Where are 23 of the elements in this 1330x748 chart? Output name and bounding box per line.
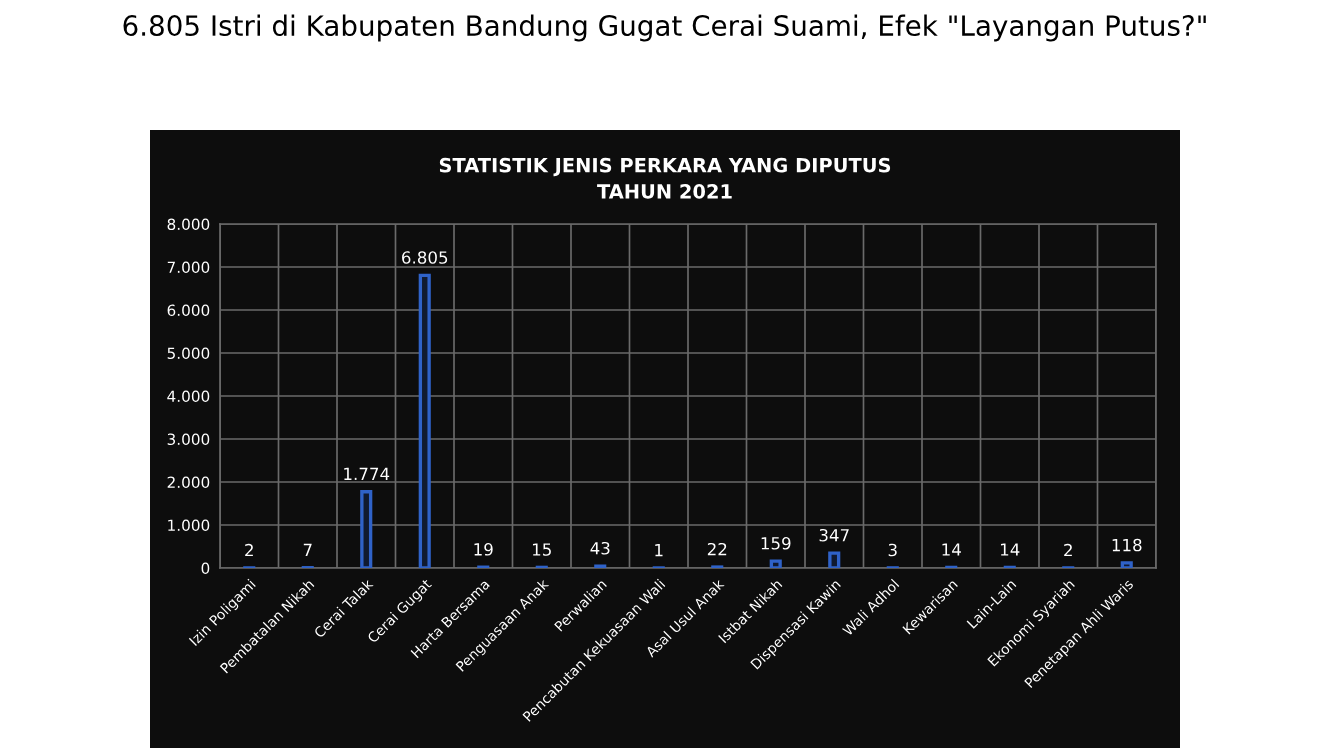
data-label: 19 — [474, 543, 493, 556]
data-label: 347 — [819, 528, 849, 542]
chart-title: STATISTIK JENIS PERKARA YANG DIPUTUS TAHUN 2021 — [439, 157, 891, 199]
bar — [769, 559, 782, 568]
data-label: 3 — [888, 543, 897, 557]
data-label: 22 — [707, 542, 727, 556]
bar — [1120, 561, 1133, 568]
data-label: 14 — [942, 543, 961, 556]
data-label: 1 — [655, 544, 663, 557]
bar — [418, 273, 431, 568]
data-label: 159 — [761, 536, 791, 550]
bar — [828, 551, 841, 568]
data-label: 15 — [532, 543, 551, 556]
data-label: 6.805 — [402, 251, 448, 264]
data-label: 2 — [245, 543, 253, 557]
bar — [360, 490, 373, 568]
data-label: 118 — [1112, 538, 1142, 552]
data-label: 7 — [303, 543, 312, 556]
data-label: 1.774 — [344, 467, 390, 480]
data-label: 43 — [590, 541, 610, 555]
data-label: 14 — [1000, 543, 1020, 556]
chart-subtitle: 6.805 Istri di Kabupaten Bandung Gugat Cerai Suami, Efek "Layangan Putus?" — [123, 14, 1206, 42]
data-label: 2 — [1064, 543, 1072, 557]
